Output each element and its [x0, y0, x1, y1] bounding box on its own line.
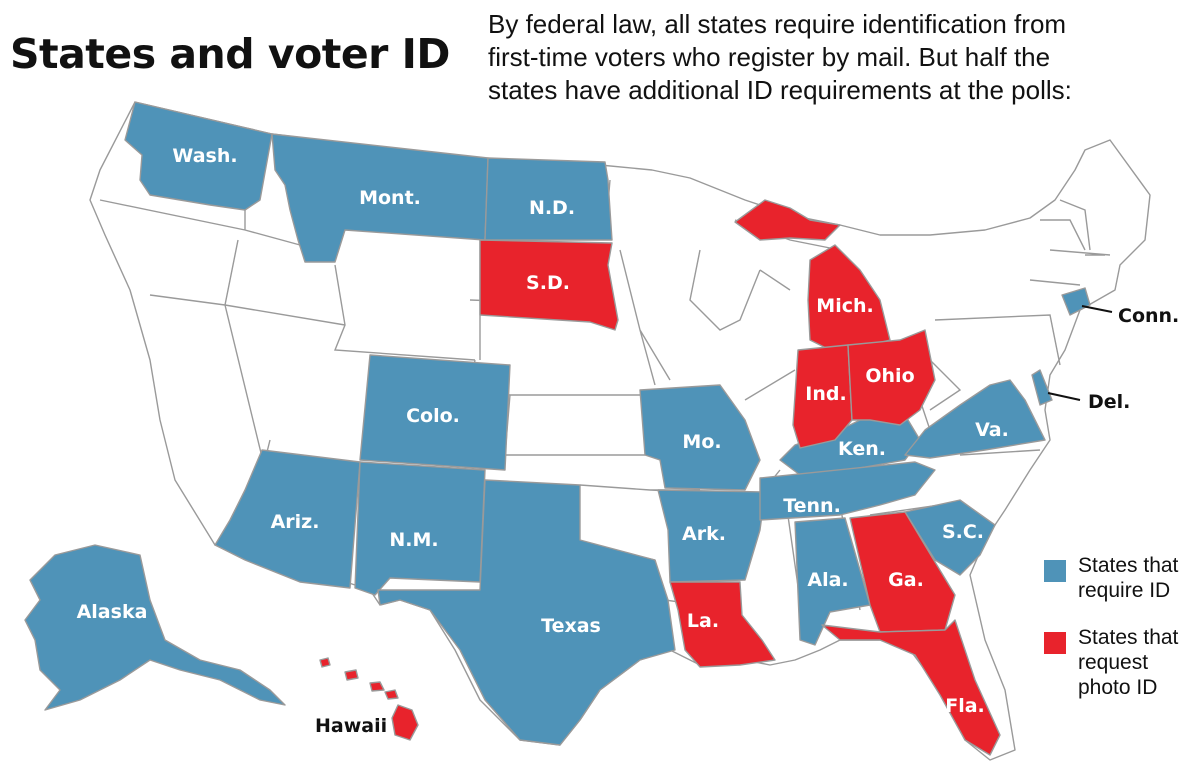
label-ct: Conn. [1118, 305, 1179, 327]
label-ga: Ga. [888, 569, 924, 591]
state-co[interactable] [359, 354, 511, 471]
state-tn[interactable] [759, 461, 936, 521]
legend-line: require ID [1078, 579, 1171, 602]
legend-line: photo ID [1078, 676, 1158, 699]
state-nm[interactable] [354, 461, 486, 596]
state-al[interactable] [794, 517, 871, 646]
label-in: Ind. [805, 383, 846, 405]
del-leader [1047, 392, 1081, 401]
state-oh[interactable] [847, 329, 936, 426]
label-mi: Mich. [816, 295, 873, 317]
legend: States that require ID States that reque… [1044, 553, 1200, 722]
label-nm: N.M. [389, 529, 438, 551]
leader-lines [1047, 305, 1113, 401]
state-labels: Wash. Mont. N.D. S.D. Mich. Ind. Ohio Co… [77, 145, 1180, 737]
legend-require-id: States that require ID [1044, 553, 1200, 603]
intro-line: By federal law, all states require ident… [488, 9, 1067, 39]
state-hi[interactable] [319, 657, 419, 741]
label-ky: Ken. [838, 438, 886, 460]
label-al: Ala. [807, 569, 848, 591]
label-ak: Alaska [77, 601, 148, 623]
legend-line: States that [1078, 626, 1179, 649]
legend-line: request [1078, 651, 1149, 674]
label-co: Colo. [406, 405, 460, 427]
label-hi: Hawaii [315, 715, 387, 737]
request-photo-id-states [319, 199, 1001, 756]
state-fl[interactable] [821, 619, 1001, 756]
label-az: Ariz. [271, 511, 320, 533]
state-ak[interactable] [24, 544, 286, 711]
map-title: States and voter ID [10, 30, 450, 78]
state-tx[interactable] [377, 479, 676, 746]
conn-leader [1081, 305, 1113, 313]
label-oh: Ohio [865, 365, 914, 387]
state-la[interactable] [669, 581, 776, 668]
label-sc: S.C. [942, 521, 984, 543]
label-nd: N.D. [529, 197, 575, 219]
legend-swatch-red [1044, 632, 1066, 654]
label-mo: Mo. [682, 431, 721, 453]
intro-text: By federal law, all states require ident… [488, 8, 1200, 107]
require-id-states [24, 101, 1091, 746]
state-nd[interactable] [484, 157, 613, 241]
legend-line: States that [1078, 554, 1179, 577]
label-fl: Fla. [945, 695, 985, 717]
state-ga[interactable] [849, 511, 956, 633]
state-mi-upper[interactable] [734, 199, 841, 241]
label-tx: Texas [541, 615, 601, 637]
label-mt: Mont. [359, 187, 421, 209]
label-ar: Ark. [682, 523, 726, 545]
label-va: Va. [975, 419, 1009, 441]
label-sd: S.D. [526, 272, 570, 294]
state-de[interactable] [1031, 369, 1053, 406]
label-wa: Wash. [172, 145, 237, 167]
state-wa[interactable] [124, 101, 273, 211]
state-ct[interactable] [1061, 287, 1091, 316]
label-tn: Tenn. [783, 495, 841, 517]
legend-swatch-blue [1044, 560, 1066, 582]
legend-request-photo-id: States that request photo ID [1044, 625, 1200, 700]
state-va[interactable] [904, 379, 1046, 459]
state-mo[interactable] [639, 384, 761, 491]
state-sd[interactable] [479, 239, 619, 331]
state-az[interactable] [214, 449, 361, 589]
intro-line: first-time voters who register by mail. … [488, 42, 1051, 72]
state-sc[interactable] [904, 499, 996, 576]
label-de: Del. [1088, 391, 1130, 413]
label-la: La. [687, 610, 719, 632]
intro-line: states have additional ID requirements a… [488, 75, 1072, 105]
